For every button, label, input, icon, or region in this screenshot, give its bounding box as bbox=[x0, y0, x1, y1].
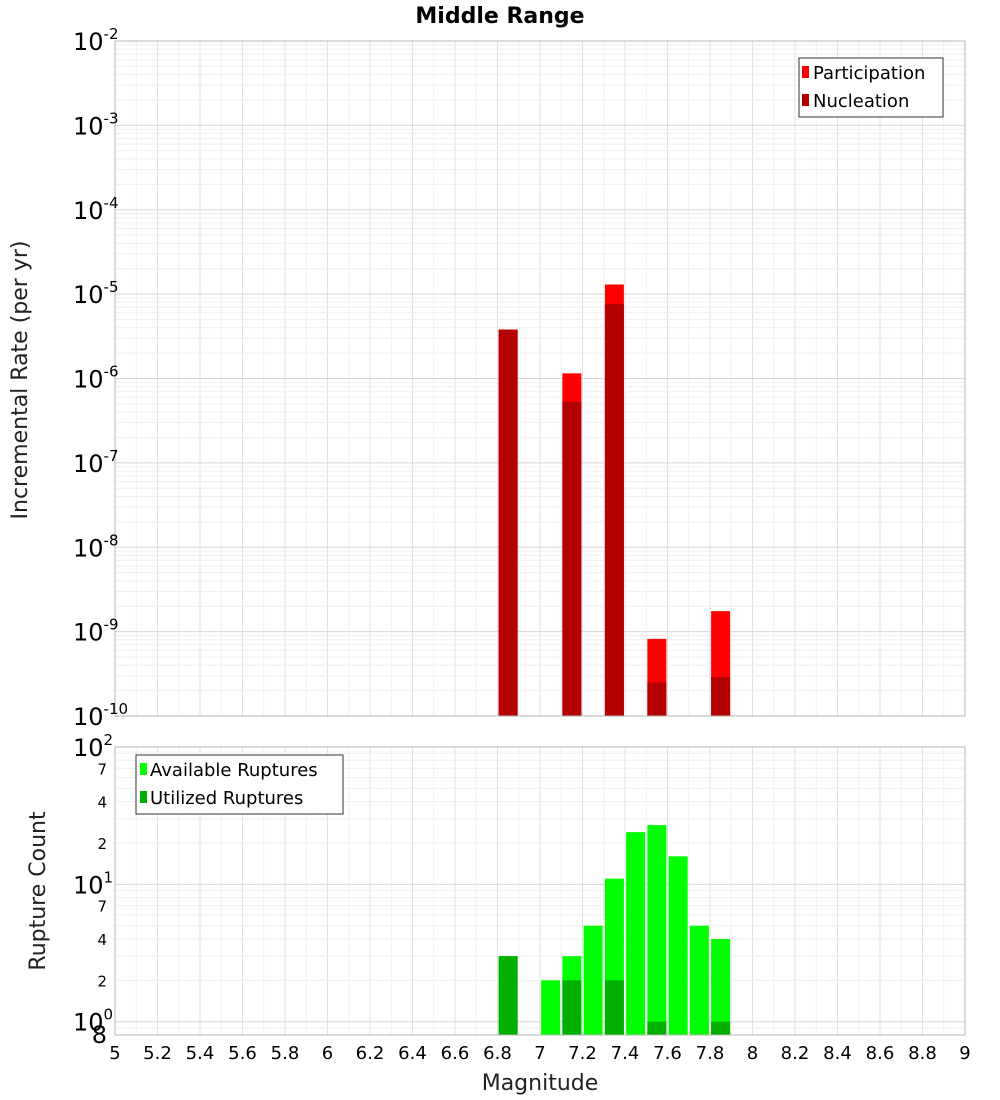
bottom-y-minor-label: 4 bbox=[97, 794, 107, 812]
bottom-y-decade-label: 101 bbox=[73, 868, 113, 899]
bottom-legend-box bbox=[135, 754, 344, 815]
bottom-y-minor-label: 7 bbox=[97, 898, 107, 916]
chart-title: Middle Range bbox=[415, 4, 584, 29]
legend-label-utilized: Utilized Ruptures bbox=[150, 788, 303, 809]
legend-swatch-utilized bbox=[140, 791, 147, 803]
bottom-y-decade-label: 102 bbox=[73, 731, 113, 762]
legend-label-available: Available Ruptures bbox=[150, 760, 318, 781]
x-tick-label: 8.2 bbox=[781, 1043, 810, 1064]
x-tick-label: 7.2 bbox=[568, 1043, 597, 1064]
legend-label-participation: Participation bbox=[813, 63, 925, 84]
x-tick-label: 9 bbox=[959, 1043, 970, 1064]
bar-nucleation bbox=[498, 329, 518, 716]
bar-nucleation bbox=[647, 682, 667, 716]
top-bars bbox=[498, 284, 731, 716]
x-tick-label: 6.8 bbox=[483, 1043, 512, 1064]
x-tick-label: 5.2 bbox=[143, 1043, 172, 1064]
bar-available-ruptures bbox=[626, 832, 646, 1035]
x-tick-label: 7.8 bbox=[696, 1043, 725, 1064]
top-y-tick-label: 10-8 bbox=[73, 531, 119, 562]
top-y-tick-label: 10-9 bbox=[73, 616, 119, 647]
x-tick-label: 5.4 bbox=[186, 1043, 215, 1064]
top-y-tick-label: 10-6 bbox=[73, 363, 119, 394]
x-tick-label: 5 bbox=[109, 1043, 120, 1064]
x-tick-label: 5.8 bbox=[271, 1043, 300, 1064]
top-legend: Participation Nucleation bbox=[798, 57, 944, 118]
x-tick-label: 7.6 bbox=[653, 1043, 682, 1064]
top-y-tick-label: 10-10 bbox=[73, 700, 128, 731]
bar-nucleation bbox=[562, 401, 582, 716]
legend-swatch-nucleation bbox=[802, 94, 809, 106]
x-tick-label: 8 bbox=[747, 1043, 758, 1064]
bar-nucleation bbox=[604, 304, 624, 716]
top-y-tick-label: 10-7 bbox=[73, 447, 119, 478]
bottom-y-minor-label: 4 bbox=[97, 931, 107, 949]
x-tick-label: 7.4 bbox=[611, 1043, 640, 1064]
bar-available-ruptures bbox=[668, 856, 688, 1035]
legend-label-nucleation: Nucleation bbox=[813, 91, 909, 112]
top-y-tick-label: 10-5 bbox=[73, 278, 119, 309]
bar-utilized-ruptures bbox=[562, 980, 582, 1035]
top-y-tick-label: 10-3 bbox=[73, 109, 119, 140]
top-y-tick-label: 10-4 bbox=[73, 194, 119, 225]
bar-utilized-ruptures bbox=[647, 1021, 667, 1035]
bottom-y-minor-label: 7 bbox=[97, 760, 107, 778]
bottom-y-minor-label: 2 bbox=[97, 835, 107, 853]
bottom-y-decade-label: 100 bbox=[73, 1006, 113, 1037]
bottom-y-minor-label: 2 bbox=[97, 972, 107, 990]
bar-available-ruptures bbox=[541, 980, 561, 1035]
bottom-plot: 100 101 102 8 2 4 7 2 4 7 Rupture Count Available… bbox=[26, 731, 971, 1096]
x-tick-label: 6.2 bbox=[356, 1043, 385, 1064]
bar-available-ruptures bbox=[711, 939, 731, 1035]
bottom-bars bbox=[498, 825, 731, 1035]
top-y-tick-label: 10-2 bbox=[73, 25, 119, 56]
bottom-plot-border bbox=[114, 746, 966, 1036]
bottom-y-axis-label: Rupture Count bbox=[26, 811, 51, 971]
top-plot-border bbox=[114, 40, 966, 717]
x-tick-label: 6 bbox=[322, 1043, 333, 1064]
top-y-tick-labels: 10-10 10-9 10-8 10-7 10-6 10-5 10-4 10-3 10-2 bbox=[73, 25, 128, 731]
x-tick-label: 7 bbox=[534, 1043, 545, 1064]
bar-available-ruptures bbox=[647, 825, 667, 1035]
x-tick-label: 5.6 bbox=[228, 1043, 257, 1064]
bar-utilized-ruptures bbox=[498, 956, 518, 1035]
x-axis-label: Magnitude bbox=[482, 1071, 599, 1096]
bottom-y-tick-labels: 100 101 102 8 2 4 7 2 4 7 bbox=[73, 731, 113, 1049]
bottom-legend: Available Ruptures Utilized Ruptures bbox=[135, 754, 344, 815]
top-legend-box bbox=[798, 57, 944, 118]
x-tick-label: 6.6 bbox=[441, 1043, 470, 1064]
bottom-y-minor-label: 8 bbox=[92, 1021, 107, 1049]
bar-utilized-ruptures bbox=[711, 1021, 731, 1035]
legend-swatch-available bbox=[140, 763, 147, 775]
bar-available-ruptures bbox=[583, 925, 603, 1035]
x-tick-label: 8.6 bbox=[866, 1043, 895, 1064]
x-tick-label: 8.8 bbox=[908, 1043, 937, 1064]
x-tick-label: 6.4 bbox=[398, 1043, 427, 1064]
bar-nucleation bbox=[711, 676, 731, 716]
top-y-axis-label: Incremental Rate (per yr) bbox=[8, 241, 33, 520]
bar-available-ruptures bbox=[689, 925, 709, 1035]
top-plot: 10-10 10-9 10-8 10-7 10-6 10-5 10-4 10-3 10-2 In… bbox=[8, 25, 966, 731]
bar-utilized-ruptures bbox=[604, 980, 624, 1035]
top-gridlines bbox=[114, 41, 966, 717]
x-tick-label: 8.4 bbox=[823, 1043, 852, 1064]
x-tick-labels: 5 5.2 5.4 5.6 5.8 6 6.2 6.4 6.6 6.8 7 7.2 7.4 7.6 7.8 8… bbox=[109, 1043, 970, 1064]
legend-swatch-participation bbox=[802, 66, 809, 78]
